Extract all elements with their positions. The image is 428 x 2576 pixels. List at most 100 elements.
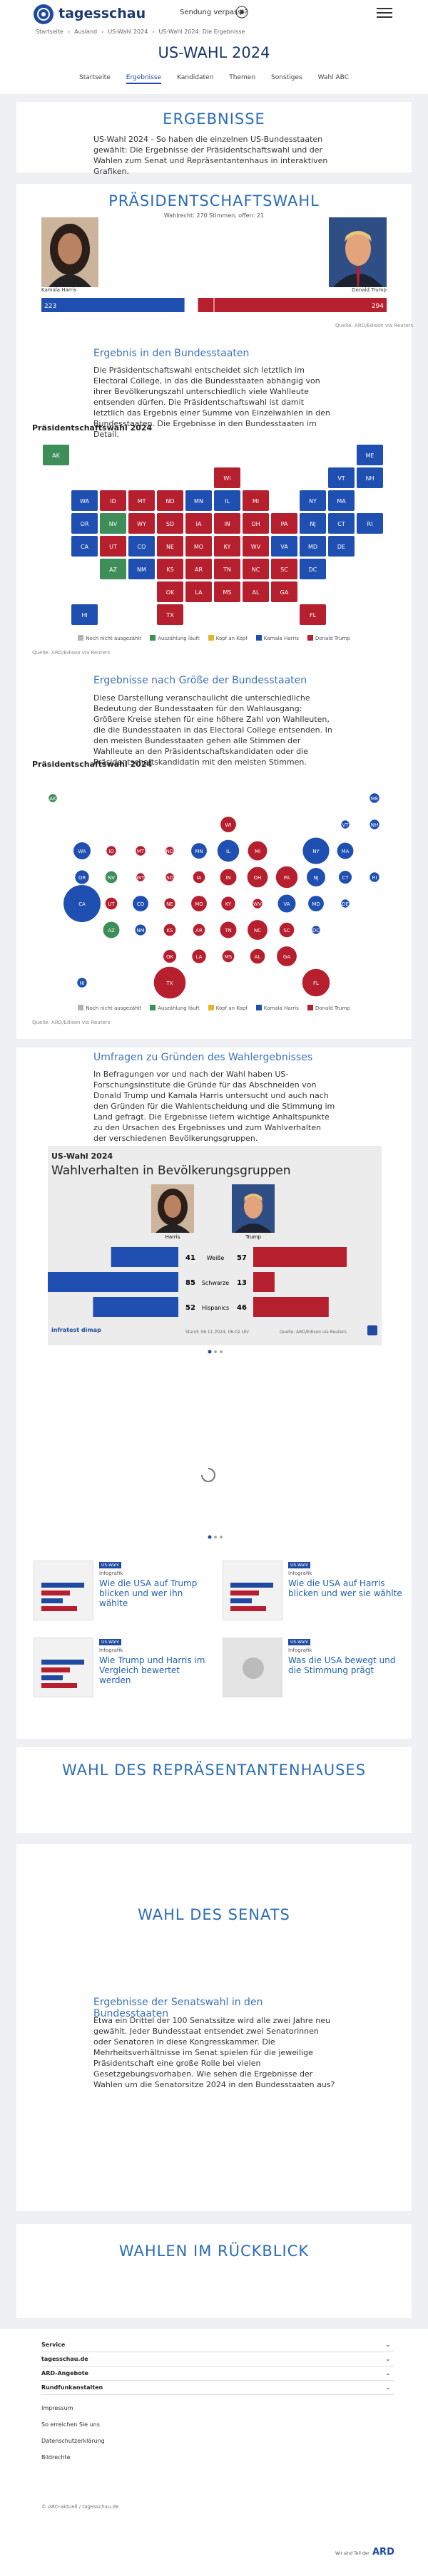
state-tile[interactable] <box>100 490 126 511</box>
footer-section[interactable]: tagesschau.de <box>41 2356 394 2366</box>
tab[interactable]: Themen <box>229 74 256 81</box>
teaser-image[interactable] <box>34 1561 93 1620</box>
state-bubble[interactable] <box>307 895 325 912</box>
teaser-title[interactable]: Wie Trump und Harris im Vergleich bewert… <box>99 1655 205 1685</box>
state-tile[interactable] <box>243 559 269 579</box>
ard-logo[interactable]: ARD <box>372 2547 394 2557</box>
footer-link[interactable]: Datenschutzerklärung <box>41 2438 105 2444</box>
menu-icon[interactable] <box>377 7 392 19</box>
missed-link[interactable]: Sendung verpasst? <box>180 9 248 16</box>
state-tile[interactable] <box>71 604 98 625</box>
state-bubble[interactable] <box>275 865 299 889</box>
state-bubble[interactable] <box>134 924 147 936</box>
state-bubble[interactable] <box>165 872 175 882</box>
footer-link[interactable]: Bildrechte <box>41 2454 71 2461</box>
state-bubble[interactable] <box>301 968 331 998</box>
state-tile[interactable] <box>243 513 269 534</box>
state-tile[interactable] <box>185 513 212 534</box>
state-tile[interactable] <box>185 490 212 511</box>
state-tile[interactable] <box>328 467 355 488</box>
state-bubble[interactable] <box>219 868 238 886</box>
state-tile[interactable] <box>214 490 240 511</box>
state-bubble[interactable] <box>192 870 206 884</box>
state-tile[interactable] <box>128 513 155 534</box>
state-tile[interactable] <box>300 559 326 579</box>
state-bubble[interactable] <box>106 845 117 857</box>
state-tile[interactable] <box>71 536 98 557</box>
state-bubble[interactable] <box>221 949 235 963</box>
state-tile[interactable] <box>157 559 183 579</box>
state-tile[interactable] <box>157 581 183 602</box>
state-tile[interactable] <box>300 536 326 557</box>
state-bubble[interactable] <box>153 966 187 999</box>
state-bubble[interactable] <box>246 866 269 889</box>
state-tile[interactable] <box>100 536 126 557</box>
teaser-title[interactable]: Wie die USA auf Trump blicken und wer ih… <box>99 1578 198 1608</box>
state-tile[interactable] <box>300 513 326 534</box>
state-bubble[interactable] <box>165 846 175 856</box>
state-tile[interactable] <box>71 513 98 534</box>
state-tile[interactable] <box>243 490 269 511</box>
state-bubble[interactable] <box>162 948 178 964</box>
state-bubble[interactable] <box>369 819 380 830</box>
state-tile[interactable] <box>271 581 297 602</box>
tab[interactable]: Sonstiges <box>271 74 302 81</box>
state-tile[interactable] <box>128 559 155 579</box>
state-bubble[interactable] <box>73 842 91 860</box>
tab[interactable]: Kandidaten <box>177 74 214 81</box>
footer-link[interactable]: Impressum <box>41 2405 73 2411</box>
share-icon[interactable] <box>367 1325 377 1335</box>
state-bubble[interactable] <box>63 884 101 923</box>
state-tile[interactable] <box>328 536 355 557</box>
state-bubble[interactable] <box>76 977 88 988</box>
footer-section[interactable]: Service <box>41 2342 394 2352</box>
state-bubble[interactable] <box>340 819 350 829</box>
state-tile[interactable] <box>300 490 326 511</box>
tab[interactable]: Ergebnisse <box>126 74 162 84</box>
state-tile[interactable] <box>185 559 212 579</box>
state-bubble[interactable] <box>276 946 297 967</box>
state-tile[interactable] <box>271 536 297 557</box>
state-bubble[interactable] <box>369 792 380 804</box>
state-bubble[interactable] <box>102 921 121 939</box>
state-bubble[interactable] <box>216 839 240 863</box>
teaser-image[interactable] <box>223 1638 282 1697</box>
state-bubble[interactable] <box>190 895 208 912</box>
state-tile[interactable] <box>185 581 212 602</box>
logo-text[interactable]: tagesschau <box>58 6 146 21</box>
state-tile[interactable] <box>214 467 240 488</box>
state-bubble[interactable] <box>302 837 330 865</box>
state-tile[interactable] <box>157 513 183 534</box>
breadcrumb-item[interactable]: US-Wahl 2024: Die Ergebnisse <box>158 29 245 35</box>
state-bubble[interactable] <box>249 948 266 965</box>
state-tile[interactable] <box>243 581 269 602</box>
state-tile[interactable] <box>185 536 212 557</box>
state-bubble[interactable] <box>220 896 236 911</box>
state-bubble[interactable] <box>337 869 353 885</box>
carousel-dots[interactable] <box>207 1348 224 1355</box>
state-tile[interactable] <box>243 536 269 557</box>
state-bubble[interactable] <box>369 871 380 883</box>
teaser-image[interactable] <box>34 1638 93 1697</box>
teaser-title[interactable]: Wie die USA auf Harris blicken und wer s… <box>288 1578 402 1598</box>
state-tile[interactable] <box>328 513 355 534</box>
state-bubble[interactable] <box>220 816 237 833</box>
state-bubble[interactable] <box>277 894 297 914</box>
tab[interactable]: Startseite <box>79 74 111 81</box>
state-tile[interactable] <box>157 490 183 511</box>
state-tile[interactable] <box>271 513 297 534</box>
state-bubble[interactable] <box>132 895 149 912</box>
state-bubble[interactable] <box>252 898 263 909</box>
state-tile[interactable] <box>43 445 69 465</box>
play-icon[interactable] <box>235 6 248 19</box>
tab[interactable]: Wahl ABC <box>317 74 349 81</box>
teaser-title[interactable]: Was die USA bewegt und die Stimmung präg… <box>288 1655 396 1675</box>
state-bubble[interactable] <box>191 948 207 964</box>
logo-icon[interactable] <box>33 4 54 25</box>
state-bubble[interactable] <box>135 845 146 857</box>
state-tile[interactable] <box>357 445 383 465</box>
state-tile[interactable] <box>214 513 240 534</box>
footer-section[interactable]: Rundfunkanstalten <box>41 2384 394 2395</box>
state-tile[interactable] <box>357 513 383 534</box>
state-tile[interactable] <box>357 467 383 488</box>
